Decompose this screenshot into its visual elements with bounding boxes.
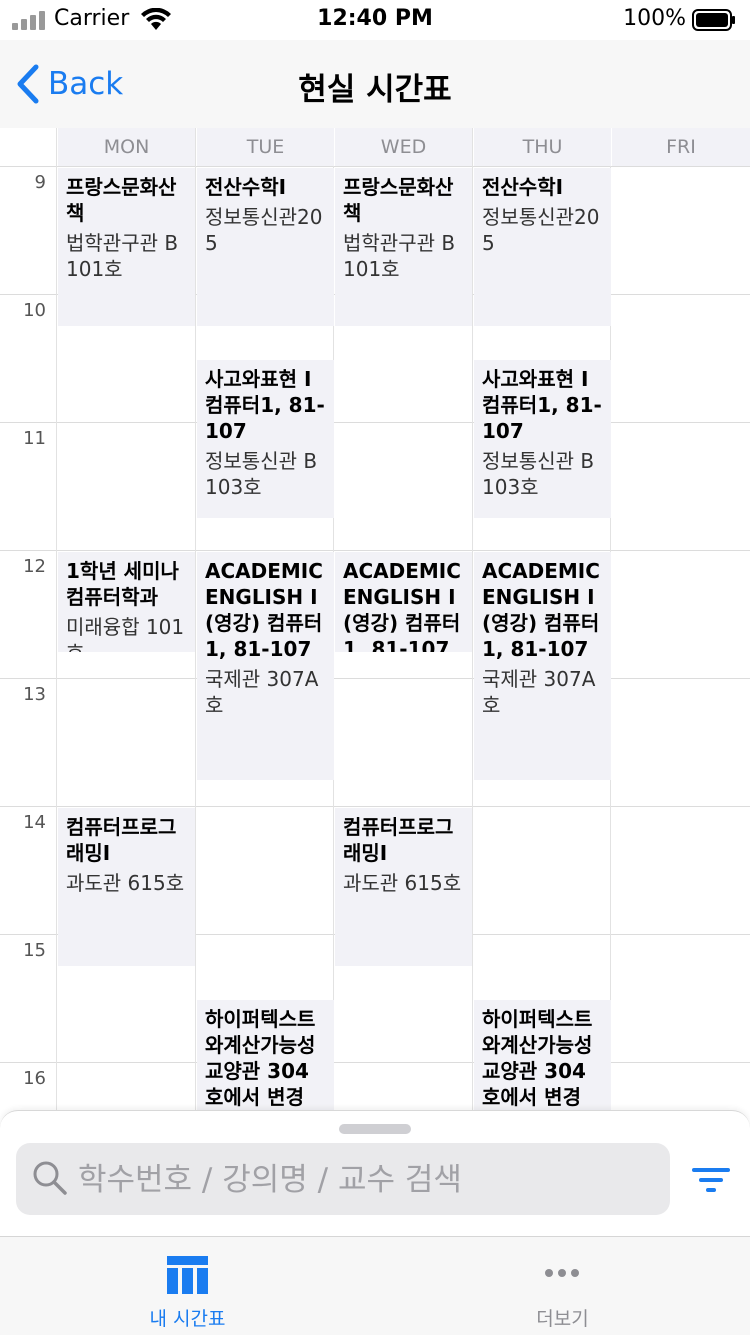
day-header-wed: WED bbox=[335, 128, 472, 166]
course-block[interactable]: ACADEMIC ENGLISH I (영강) 컴퓨터1, 81-107 국제관 … bbox=[474, 552, 611, 781]
course-title: 컴퓨터프로그래밍I bbox=[66, 815, 177, 865]
course-title: ACADEMIC ENGLISH I (영강) 컴퓨터1, 81-107 bbox=[205, 559, 323, 661]
tab-more[interactable]: 더보기 bbox=[375, 1240, 750, 1330]
course-title: ACADEMIC ENGLISH I (영강) 컴퓨터1, 81-107 bbox=[343, 559, 461, 653]
course-block[interactable]: 하이퍼텍스트와계산가능성 교양관 304호에서 변경 bbox=[197, 1000, 334, 1112]
tab-label: 더보기 bbox=[536, 1308, 589, 1330]
course-block[interactable]: 사고와표현 I 컴퓨터1, 81-107 정보통신관 B103호 bbox=[197, 360, 334, 518]
hour-divider bbox=[0, 678, 750, 679]
course-block[interactable]: ACADEMIC ENGLISH I (영강) 컴퓨터1, 81-107 국제관 … bbox=[197, 552, 334, 781]
course-location: 국제관 307A호 bbox=[482, 667, 596, 717]
carrier-label: Carrier bbox=[54, 6, 130, 31]
course-title: 컴퓨터프로그래밍I bbox=[343, 815, 454, 865]
day-header-thu: THU bbox=[474, 128, 611, 166]
hour-divider bbox=[0, 806, 750, 807]
status-time: 12:40 PM bbox=[317, 6, 433, 31]
course-location: 정보통신관 B103호 bbox=[205, 449, 318, 499]
course-block[interactable]: 컴퓨터프로그래밍I 과도관 615호 bbox=[335, 808, 472, 966]
course-block[interactable]: 하이퍼텍스트와계산가능성 교양관 304호에서 변경 bbox=[474, 1000, 611, 1112]
hour-label-10: 10 bbox=[23, 300, 46, 321]
filter-icon[interactable] bbox=[686, 1158, 736, 1200]
course-title: 1학년 세미나 컴퓨터학과 bbox=[66, 559, 179, 609]
signal-icon bbox=[12, 11, 45, 30]
course-location: 법학관구관 B101호 bbox=[66, 231, 179, 281]
day-divider bbox=[195, 128, 196, 1112]
hour-label-13: 13 bbox=[23, 684, 46, 705]
status-bar: Carrier 12:40 PM 100% bbox=[0, 0, 750, 40]
day-header-fri: FRI bbox=[612, 128, 750, 166]
back-button[interactable]: Back bbox=[16, 62, 123, 106]
course-block[interactable]: 컴퓨터프로그래밍I 과도관 615호 bbox=[58, 808, 195, 966]
course-location: 정보통신관205 bbox=[205, 205, 323, 255]
search-input[interactable] bbox=[76, 1150, 660, 1210]
hour-label-14: 14 bbox=[23, 812, 46, 833]
course-block[interactable]: 사고와표현 I 컴퓨터1, 81-107 정보통신관 B103호 bbox=[474, 360, 611, 518]
header-divider bbox=[0, 166, 750, 167]
course-block[interactable]: 전산수학I 정보통신관205 bbox=[197, 168, 334, 326]
tab-label: 내 시간표 bbox=[149, 1308, 226, 1330]
course-location: 정보통신관205 bbox=[482, 205, 600, 255]
course-location: 법학관구관 B101호 bbox=[343, 231, 456, 281]
hour-label-15: 15 bbox=[23, 940, 46, 961]
timetable-icon bbox=[167, 1256, 208, 1294]
course-location: 미래융합 101호 bbox=[66, 615, 185, 652]
course-title: 전산수학I bbox=[482, 175, 564, 199]
hour-divider bbox=[0, 1062, 750, 1063]
course-title: ACADEMIC ENGLISH I (영강) 컴퓨터1, 81-107 bbox=[482, 559, 600, 661]
course-title: 하이퍼텍스트와계산가능성 교양관 304호에서 변경 bbox=[205, 1007, 316, 1109]
chevron-left-icon bbox=[17, 64, 39, 104]
course-title: 사고와표현 I 컴퓨터1, 81-107 bbox=[482, 367, 602, 443]
day-divider bbox=[56, 128, 57, 1112]
course-location: 과도관 615호 bbox=[66, 871, 185, 895]
wifi-icon bbox=[141, 8, 171, 30]
course-location: 국제관 307A호 bbox=[205, 667, 319, 717]
hour-label-12: 12 bbox=[23, 556, 46, 577]
course-title: 전산수학I bbox=[205, 175, 287, 199]
page-title: 현실 시간표 bbox=[298, 72, 452, 108]
battery-icon bbox=[692, 9, 735, 31]
hour-label-16: 16 bbox=[23, 1068, 46, 1089]
sheet-grabber-handle[interactable] bbox=[339, 1124, 411, 1134]
course-location: 정보통신관 B103호 bbox=[482, 449, 595, 499]
navigation-bar bbox=[0, 40, 750, 128]
course-block[interactable]: 전산수학I 정보통신관205 bbox=[474, 168, 611, 326]
day-header-mon: MON bbox=[58, 128, 195, 166]
tab-my-timetable[interactable]: 내 시간표 bbox=[0, 1240, 375, 1330]
more-icon bbox=[545, 1269, 579, 1277]
day-divider bbox=[472, 128, 473, 1112]
course-title: 프랑스문화산책 bbox=[66, 175, 177, 225]
hour-label-11: 11 bbox=[23, 428, 46, 449]
hour-divider bbox=[0, 550, 750, 551]
day-header-tue: TUE bbox=[197, 128, 334, 166]
search-icon bbox=[33, 1161, 67, 1195]
course-block[interactable]: ACADEMIC ENGLISH I (영강) 컴퓨터1, 81-107국제관 … bbox=[335, 552, 472, 653]
battery-percent: 100% bbox=[623, 6, 686, 31]
course-location: 과도관 615호 bbox=[343, 871, 462, 895]
hour-label-9: 9 bbox=[34, 172, 46, 193]
back-label: Back bbox=[48, 66, 124, 102]
course-title: 사고와표현 I 컴퓨터1, 81-107 bbox=[205, 367, 325, 443]
tab-bar bbox=[0, 1236, 750, 1335]
course-title: 하이퍼텍스트와계산가능성 교양관 304호에서 변경 bbox=[482, 1007, 593, 1109]
course-title: 프랑스문화산책 bbox=[343, 175, 454, 225]
hour-divider bbox=[0, 422, 750, 423]
